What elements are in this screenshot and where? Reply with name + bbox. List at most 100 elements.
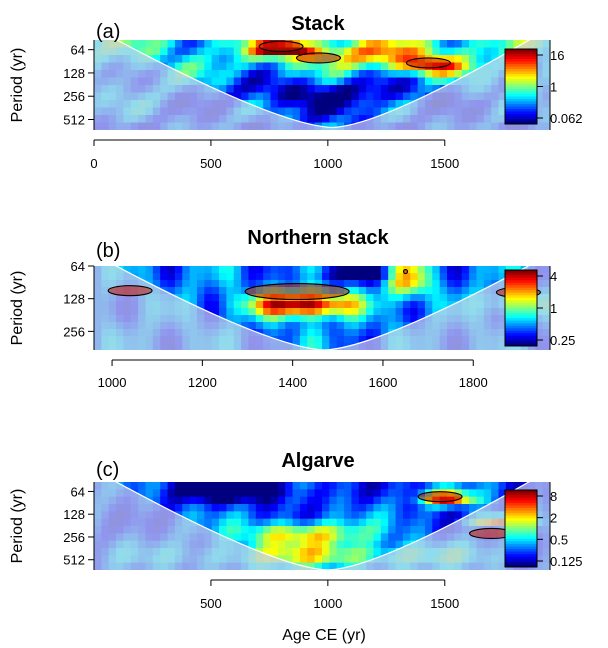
heatmap-cell — [285, 496, 294, 505]
heatmap-cell — [344, 511, 353, 520]
colorbar-swatch — [505, 114, 537, 117]
heatmap-cell — [358, 489, 367, 498]
heatmap-cell — [322, 482, 330, 490]
heatmap-cell — [469, 40, 478, 49]
heatmap-cell — [373, 70, 382, 79]
coi-boundary — [114, 266, 530, 350]
heatmap-cell — [248, 100, 257, 109]
colorbar-swatch — [505, 490, 537, 494]
heatmap-cell — [469, 496, 478, 505]
colorbar-swatch — [505, 111, 537, 115]
heatmap-cell — [351, 518, 360, 527]
heatmap-cell — [189, 280, 198, 288]
heatmap-cell — [285, 62, 294, 71]
colorbar-swatch — [505, 325, 537, 329]
heatmap-cell — [344, 548, 353, 556]
heatmap-cell — [366, 482, 375, 490]
heatmap-cell — [344, 92, 353, 101]
colorbar-swatch — [505, 302, 537, 306]
heatmap-cell — [454, 273, 463, 281]
heatmap-cell — [388, 266, 397, 274]
coi-mask-bottom — [94, 127, 550, 130]
heatmap-cell — [314, 266, 323, 274]
heatmap-cell — [211, 287, 220, 295]
heatmap-cell — [211, 40, 220, 49]
heatmap-cell — [299, 308, 308, 316]
heatmap-cell — [255, 540, 264, 549]
colorbar-swatch — [505, 51, 537, 55]
heatmap-cell — [410, 92, 419, 101]
heatmap-cell — [255, 266, 264, 274]
heatmap-cell — [270, 329, 279, 337]
heatmap-cell — [314, 496, 323, 505]
colorbar-swatch — [505, 335, 537, 339]
heatmap-cell — [263, 504, 272, 512]
heatmap-cell — [424, 301, 433, 309]
heatmap-cell — [447, 273, 455, 281]
heatmap-cell — [196, 511, 205, 520]
heatmap-cell — [358, 294, 367, 302]
heatmap-cell — [402, 92, 411, 101]
heatmap-cell — [483, 273, 492, 281]
heatmap-cell — [344, 315, 353, 323]
colorbar-tick-label: 0.5 — [550, 532, 568, 547]
heatmap-cell — [292, 115, 301, 124]
heatmap-cell — [196, 62, 205, 71]
heatmap-cell — [380, 301, 389, 309]
heatmap-cell — [241, 526, 250, 534]
heatmap-cell — [432, 294, 441, 302]
heatmap-cell — [322, 77, 330, 86]
heatmap-cell — [167, 47, 176, 56]
colorbar-swatch — [505, 81, 537, 85]
heatmap-cell — [439, 287, 448, 295]
heatmap-cell — [182, 511, 191, 520]
heatmap-cell — [336, 548, 345, 556]
heatmap-cell — [322, 62, 330, 71]
heatmap-cell — [145, 273, 154, 281]
heatmap-cell — [248, 533, 257, 542]
heatmap-cell — [380, 280, 389, 288]
heatmap-cell — [417, 489, 426, 498]
heatmap-cell — [285, 77, 294, 86]
heatmap-cell — [138, 266, 147, 274]
heatmap-cell — [439, 70, 448, 79]
heatmap-cell — [329, 273, 338, 281]
heatmap-cell — [373, 329, 382, 337]
heatmap-cell — [182, 62, 191, 71]
heatmap-cell — [241, 92, 250, 101]
heatmap-cell — [277, 329, 286, 337]
heatmap-cell — [285, 85, 294, 94]
heatmap-cell — [285, 100, 294, 109]
heatmap-cell — [248, 92, 257, 101]
heatmap-cell — [211, 301, 220, 309]
y-tick-label: 512 — [63, 112, 85, 127]
heatmap-cell — [204, 70, 213, 79]
colorbar-swatch — [505, 121, 537, 125]
heatmap-cell — [307, 273, 316, 281]
coi-mask-right — [324, 266, 550, 350]
heatmap-cell — [219, 85, 227, 94]
x-tick-label: 1200 — [188, 375, 217, 390]
heatmap-cell — [336, 315, 345, 323]
heatmap-cell — [189, 287, 198, 295]
heatmap-cell — [270, 526, 279, 534]
heatmap-cell — [439, 294, 448, 302]
heatmap-cell — [263, 533, 272, 542]
heatmap-cell — [233, 482, 242, 490]
heatmap-cell — [439, 266, 448, 274]
heatmap-cell — [402, 85, 411, 94]
heatmap-cell — [248, 266, 257, 274]
heatmap-cell — [189, 294, 198, 302]
heatmap-cell — [366, 77, 375, 86]
heatmap-cell — [447, 482, 455, 490]
heatmap-cell — [491, 266, 500, 274]
heatmap-cell — [263, 496, 272, 505]
heatmap-cell — [336, 329, 345, 337]
heatmap-cell — [373, 266, 382, 274]
colorbar-swatch — [505, 76, 537, 80]
heatmap-cell — [307, 40, 316, 49]
heatmap-cell — [447, 511, 455, 520]
heatmap-cell — [233, 70, 242, 79]
heatmap-cell — [358, 518, 367, 527]
heatmap-cell — [344, 62, 353, 71]
